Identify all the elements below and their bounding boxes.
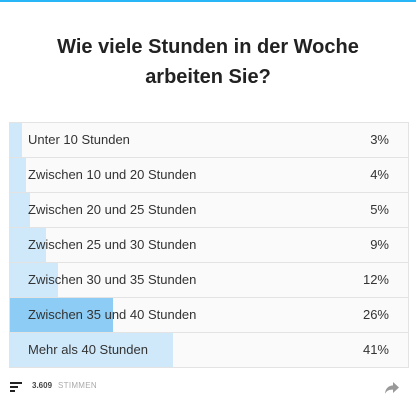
poll-option-bar [10,333,174,367]
poll-option-bar [10,193,30,227]
votes-label: STIMMEN [58,381,97,390]
poll-option-label: Zwischen 10 und 20 Stunden [28,167,197,182]
poll-option-percent: 5% [370,202,389,217]
poll-option-percent: 26% [362,307,389,322]
poll-option[interactable]: Mehr als 40 Stunden 41% [10,332,408,367]
poll-option-label: Zwischen 25 und 30 Stunden [28,237,197,252]
poll-option[interactable]: Zwischen 20 und 25 Stunden 5% [10,192,408,227]
share-arrow-icon[interactable] [384,381,400,395]
poll-question: Wie viele Stunden in der Woche arbeiten … [57,36,359,88]
poll-option-percent: 3% [370,132,389,147]
bar-list-icon [10,382,22,392]
poll-option-bar [10,158,26,192]
poll-option-label: Mehr als 40 Stunden [28,342,148,357]
poll-option-percent: 41% [362,342,389,357]
poll-option-bar [10,263,58,297]
poll-option-percent: 4% [370,167,389,182]
poll-option-percent: 9% [370,237,389,252]
poll-option[interactable]: Zwischen 25 und 30 Stunden 9% [10,227,408,262]
poll-option-bar [10,123,22,157]
poll-option-bar [10,228,46,262]
poll-option[interactable]: Zwischen 10 und 20 Stunden 4% [10,157,408,192]
poll-option-percent: 12% [362,272,389,287]
poll-option[interactable]: Zwischen 35 und 40 Stunden 26% [10,297,408,332]
poll-option[interactable]: Zwischen 30 und 35 Stunden 12% [10,262,408,297]
poll-option-label: Zwischen 35 und 40 Stunden [28,307,197,322]
votes-count: 3.609 [32,381,53,390]
poll-option[interactable]: Unter 10 Stunden 3% [10,123,408,157]
poll-option-label: Unter 10 Stunden [28,132,130,147]
poll-option-bar [10,298,114,332]
poll-footer: 3.609 STIMMEN [0,376,416,398]
poll-options-list: Unter 10 Stunden 3% Zwischen 10 und 20 S… [9,122,409,368]
poll-option-label: Zwischen 20 und 25 Stunden [28,202,197,217]
poll-option-label: Zwischen 30 und 35 Stunden [28,272,197,287]
